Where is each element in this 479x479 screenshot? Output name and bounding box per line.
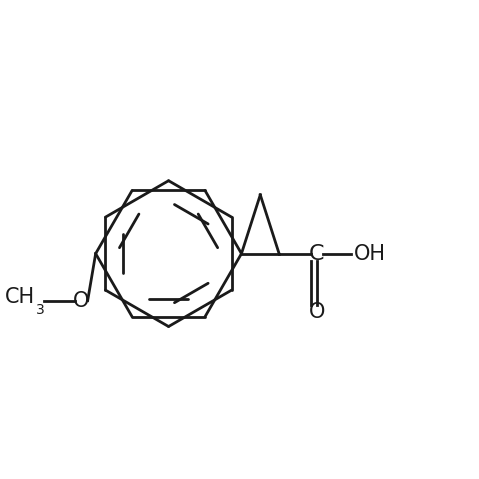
Text: CH: CH: [4, 287, 34, 308]
Text: O: O: [308, 302, 325, 322]
Text: 3: 3: [35, 303, 44, 317]
Text: O: O: [73, 291, 90, 311]
Text: OH: OH: [354, 244, 387, 263]
Text: C: C: [309, 244, 324, 263]
